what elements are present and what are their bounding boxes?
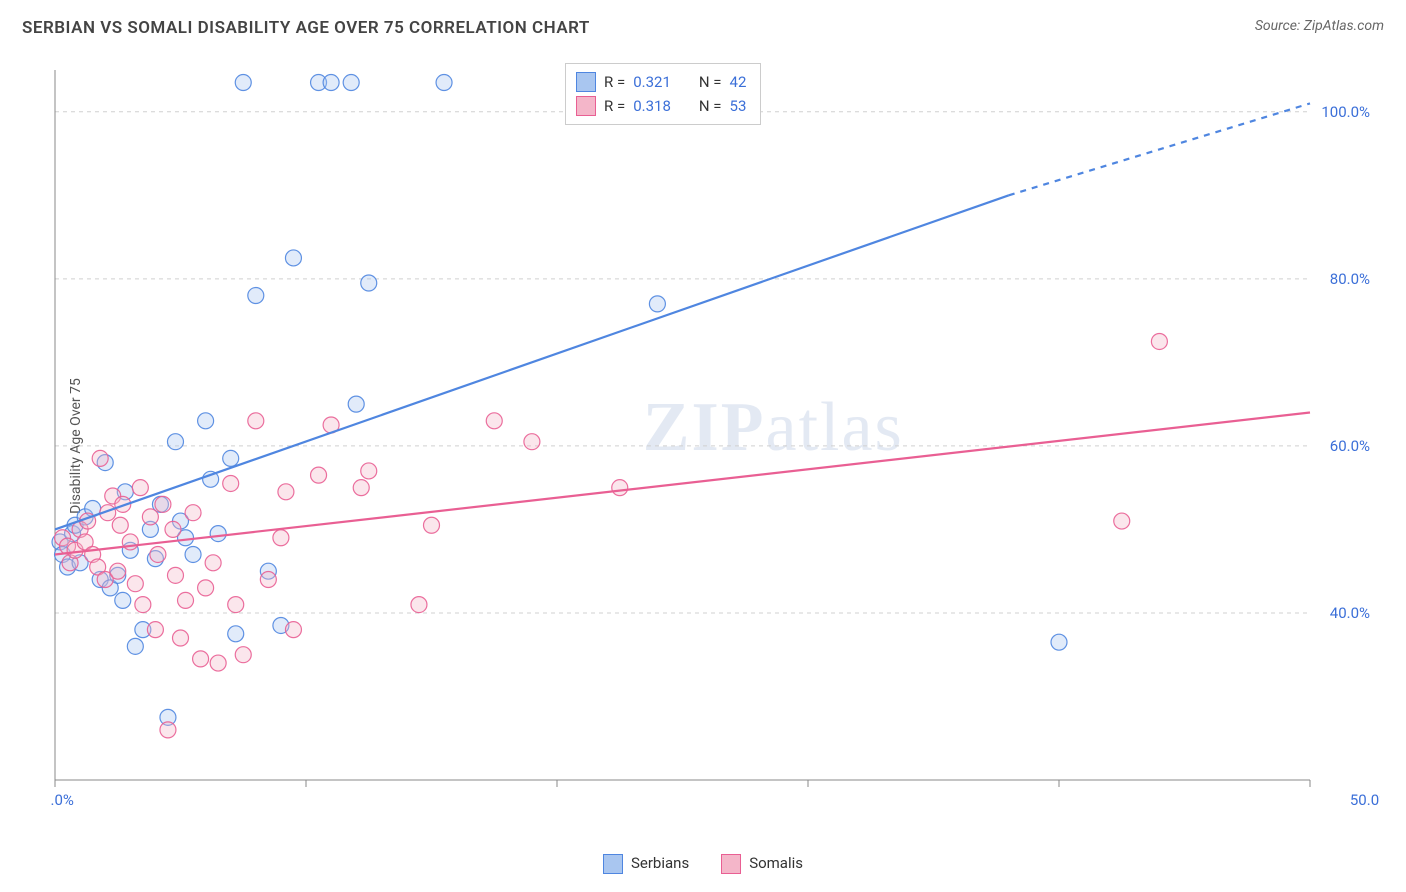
legend-swatch [603, 854, 623, 874]
plot-svg: 40.0% 60.0% 80.0% 100.0% 0.0% 50.0% [50, 60, 1380, 820]
scatter-point [115, 592, 131, 608]
y-tick-label: 80.0% [1330, 270, 1370, 288]
scatter-point [1051, 634, 1067, 650]
scatter-point [210, 526, 226, 542]
scatter-point [205, 555, 221, 571]
scatter-point [235, 647, 251, 663]
y-tick-label: 40.0% [1330, 604, 1370, 622]
legend-swatch [576, 96, 596, 116]
trend-line [55, 195, 1009, 529]
legend-n-value: 42 [730, 70, 747, 94]
legend-item: Somalis [721, 854, 803, 874]
scatter-point [198, 580, 214, 596]
legend-r-value: 0.318 [633, 94, 671, 118]
scatter-point [185, 505, 201, 521]
legend-r-label: R = [604, 70, 625, 94]
legend-n-label: N = [699, 94, 722, 118]
legend-top: R = 0.321 N = 42 R = 0.318 N = 53 [565, 63, 761, 125]
chart-source: Source: ZipAtlas.com [1255, 18, 1384, 34]
scatter-point [424, 517, 440, 533]
scatter-point [92, 450, 108, 466]
scatter-point [323, 75, 339, 91]
scatter-point [193, 651, 209, 667]
scatter-point [285, 250, 301, 266]
scatter-point [486, 413, 502, 429]
scatter-point [160, 722, 176, 738]
scatter-point [150, 546, 166, 562]
scatter-plot: 40.0% 60.0% 80.0% 100.0% 0.0% 50.0% [50, 60, 1380, 820]
legend-bottom: Serbians Somalis [0, 854, 1406, 874]
scatter-point [348, 396, 364, 412]
legend-label: Somalis [749, 854, 803, 872]
scatter-point [147, 622, 163, 638]
scatter-point [248, 413, 264, 429]
scatter-point [248, 288, 264, 304]
scatter-point [167, 567, 183, 583]
scatter-point [142, 509, 158, 525]
scatter-point [411, 597, 427, 613]
scatter-point [436, 75, 452, 91]
scatter-point [612, 480, 628, 496]
y-tick-label: 100.0% [1321, 103, 1370, 121]
scatter-point [223, 450, 239, 466]
scatter-point [185, 546, 201, 562]
scatter-point [127, 576, 143, 592]
scatter-point [649, 296, 665, 312]
legend-swatch [576, 72, 596, 92]
scatter-point [311, 467, 327, 483]
scatter-point [1151, 333, 1167, 349]
scatter-point [235, 75, 251, 91]
scatter-point [228, 597, 244, 613]
scatter-point [178, 592, 194, 608]
legend-row: R = 0.318 N = 53 [576, 94, 746, 118]
legend-n-label: N = [699, 70, 722, 94]
legend-row: R = 0.321 N = 42 [576, 70, 746, 94]
scatter-point [155, 496, 171, 512]
scatter-point [1114, 513, 1130, 529]
scatter-point [361, 275, 377, 291]
scatter-point [165, 521, 181, 537]
scatter-point [112, 517, 128, 533]
trend-line [55, 412, 1310, 554]
scatter-point [343, 75, 359, 91]
scatter-point [278, 484, 294, 500]
scatter-point [228, 626, 244, 642]
legend-n-value: 53 [730, 94, 747, 118]
x-tick-label: 50.0% [1350, 791, 1380, 809]
legend-swatch [721, 854, 741, 874]
scatter-point [110, 563, 126, 579]
legend-r-label: R = [604, 94, 625, 118]
scatter-point [260, 572, 276, 588]
scatter-point [353, 480, 369, 496]
scatter-point [524, 434, 540, 450]
scatter-point [361, 463, 377, 479]
y-tick-label: 60.0% [1330, 437, 1370, 455]
scatter-point [135, 597, 151, 613]
scatter-point [273, 530, 289, 546]
chart-container: SERBIAN VS SOMALI DISABILITY AGE OVER 75… [0, 0, 1406, 892]
legend-r-value: 0.321 [633, 70, 671, 94]
scatter-point [210, 655, 226, 671]
legend-label: Serbians [631, 854, 689, 872]
scatter-point [198, 413, 214, 429]
chart-title: SERBIAN VS SOMALI DISABILITY AGE OVER 75… [22, 18, 590, 38]
scatter-point [223, 475, 239, 491]
scatter-point [127, 638, 143, 654]
x-tick-label: 0.0% [50, 791, 74, 809]
legend-item: Serbians [603, 854, 689, 874]
scatter-point [285, 622, 301, 638]
scatter-point [173, 630, 189, 646]
scatter-point [132, 480, 148, 496]
scatter-point [167, 434, 183, 450]
trend-line-extrapolation [1009, 103, 1310, 195]
